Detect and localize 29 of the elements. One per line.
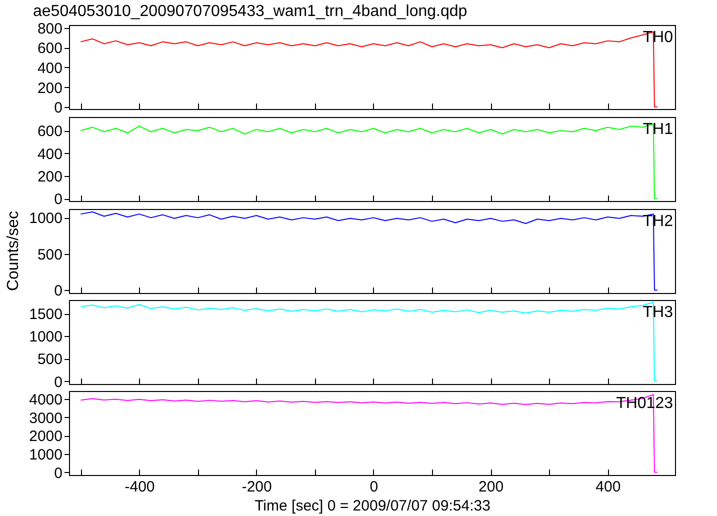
y-tick-label: 1000 (29, 446, 62, 464)
y-tick-label: 200 (37, 168, 62, 186)
chart-title: ae504053010_20090707095433_wam1_trn_4band_long.qdp (33, 2, 468, 20)
y-tick-label: 0 (54, 464, 62, 482)
y-tick-label: 0 (54, 191, 62, 208)
y-tick-label: 200 (37, 80, 62, 97)
y-tick-label: 1000 (29, 210, 62, 228)
y-tick-label: 500 (37, 351, 62, 368)
y-tick-label: 1000 (29, 328, 62, 346)
y-tick-label: 500 (37, 246, 62, 264)
y-tick-label: 600 (37, 123, 62, 140)
y-tick-label: 600 (37, 40, 62, 58)
y-tick-label: 3000 (29, 410, 62, 427)
y-axis-title: Counts/sec (5, 210, 22, 292)
x-tick-label: -400 (124, 478, 155, 496)
x-tick-label: -200 (242, 478, 272, 496)
y-tick-label: 2000 (29, 428, 62, 446)
x-axis-title: Time [sec] 0 = 2009/07/07 09:54:33 (254, 498, 490, 514)
y-tick-label: 0 (54, 282, 62, 300)
y-tick-label: 1500 (29, 306, 62, 324)
x-tick-label: 400 (596, 478, 621, 496)
x-tick-label: 200 (478, 478, 504, 496)
y-tick-label: 0 (54, 374, 62, 391)
x-tick-label: 0 (370, 478, 378, 496)
y-tick-label: 400 (37, 146, 62, 163)
y-tick-label: 400 (37, 60, 62, 77)
y-tick-label: 4000 (29, 392, 62, 409)
y-tick-label: 0 (54, 100, 62, 117)
y-tick-label: 800 (37, 20, 62, 38)
